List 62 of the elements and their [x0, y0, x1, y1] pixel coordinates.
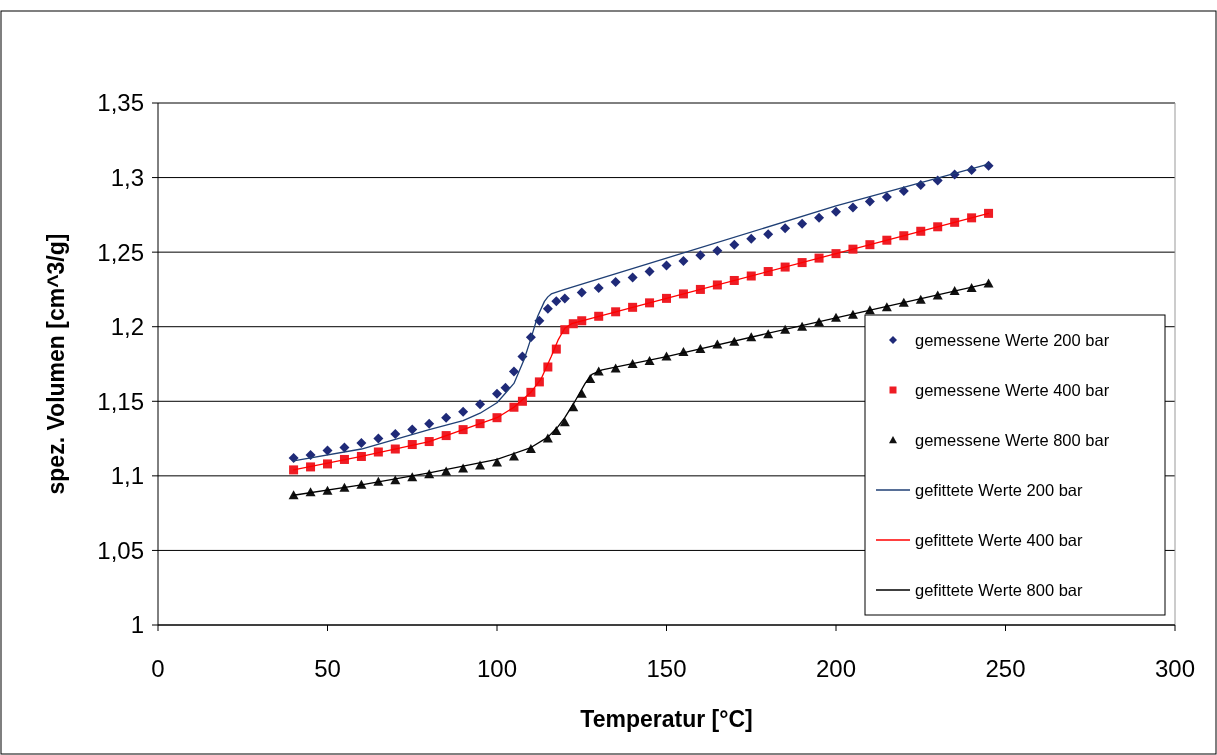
point — [390, 429, 401, 440]
x-tick-label: 0 — [151, 655, 165, 682]
x-tick-label: 300 — [1154, 655, 1196, 682]
x-tick-label: 150 — [646, 655, 687, 682]
legend-label: gefittete Werte 800 bar — [915, 580, 1084, 599]
point — [797, 218, 808, 229]
point — [864, 196, 875, 207]
x-tick-label: 250 — [985, 655, 1026, 682]
point — [814, 212, 825, 223]
point — [559, 417, 570, 427]
point — [881, 191, 892, 202]
y-tick-label: 1,35 — [97, 89, 144, 117]
point — [831, 206, 841, 217]
point — [644, 266, 655, 277]
point — [847, 202, 858, 213]
y-tick-label: 1 — [130, 611, 144, 639]
point — [339, 442, 350, 453]
point — [424, 418, 435, 429]
y-tick-label: 1,05 — [97, 536, 144, 564]
point — [373, 433, 384, 444]
y-axis-title: spez. Volumen [cm^3/g] — [43, 233, 69, 495]
point — [289, 465, 299, 475]
legend-label: gemessene Werte 200 bar — [915, 330, 1110, 349]
point — [475, 399, 486, 410]
point — [695, 250, 706, 261]
point — [729, 239, 740, 250]
point — [458, 406, 469, 417]
y-tick-label: 1,25 — [97, 238, 144, 266]
point — [508, 366, 519, 377]
point — [746, 233, 757, 244]
point — [551, 296, 562, 307]
point — [678, 256, 689, 267]
point — [492, 388, 502, 399]
point — [288, 452, 299, 463]
x-tick-label: 100 — [476, 655, 518, 682]
x-tick-label: 200 — [815, 655, 857, 682]
point — [763, 229, 774, 240]
y-tick-label: 1,3 — [110, 163, 144, 191]
point — [712, 245, 723, 256]
point — [627, 272, 638, 283]
y-tick-label: 1,15 — [97, 387, 144, 415]
point — [984, 208, 994, 218]
point — [593, 282, 604, 293]
y-tick-label: 1,2 — [110, 313, 144, 341]
point — [559, 293, 570, 304]
legend-label: gemessene Werte 400 bar — [915, 380, 1110, 399]
point — [780, 223, 791, 234]
point — [610, 276, 621, 287]
y-tick-label: 1,1 — [110, 462, 144, 490]
point — [322, 445, 333, 456]
point — [542, 303, 553, 314]
legend-label: gefittete Werte 400 bar — [915, 530, 1084, 549]
point — [441, 412, 452, 423]
point — [407, 424, 418, 435]
point — [661, 260, 672, 271]
point — [898, 185, 909, 196]
x-tick-label: 50 — [314, 655, 341, 682]
point — [576, 287, 587, 298]
x-axis-title: Temperatur [°C] — [580, 706, 753, 732]
legend-label: gefittete Werte 200 bar — [915, 480, 1084, 499]
legend-label: gemessene Werte 800 bar — [915, 430, 1110, 449]
point — [356, 438, 367, 449]
